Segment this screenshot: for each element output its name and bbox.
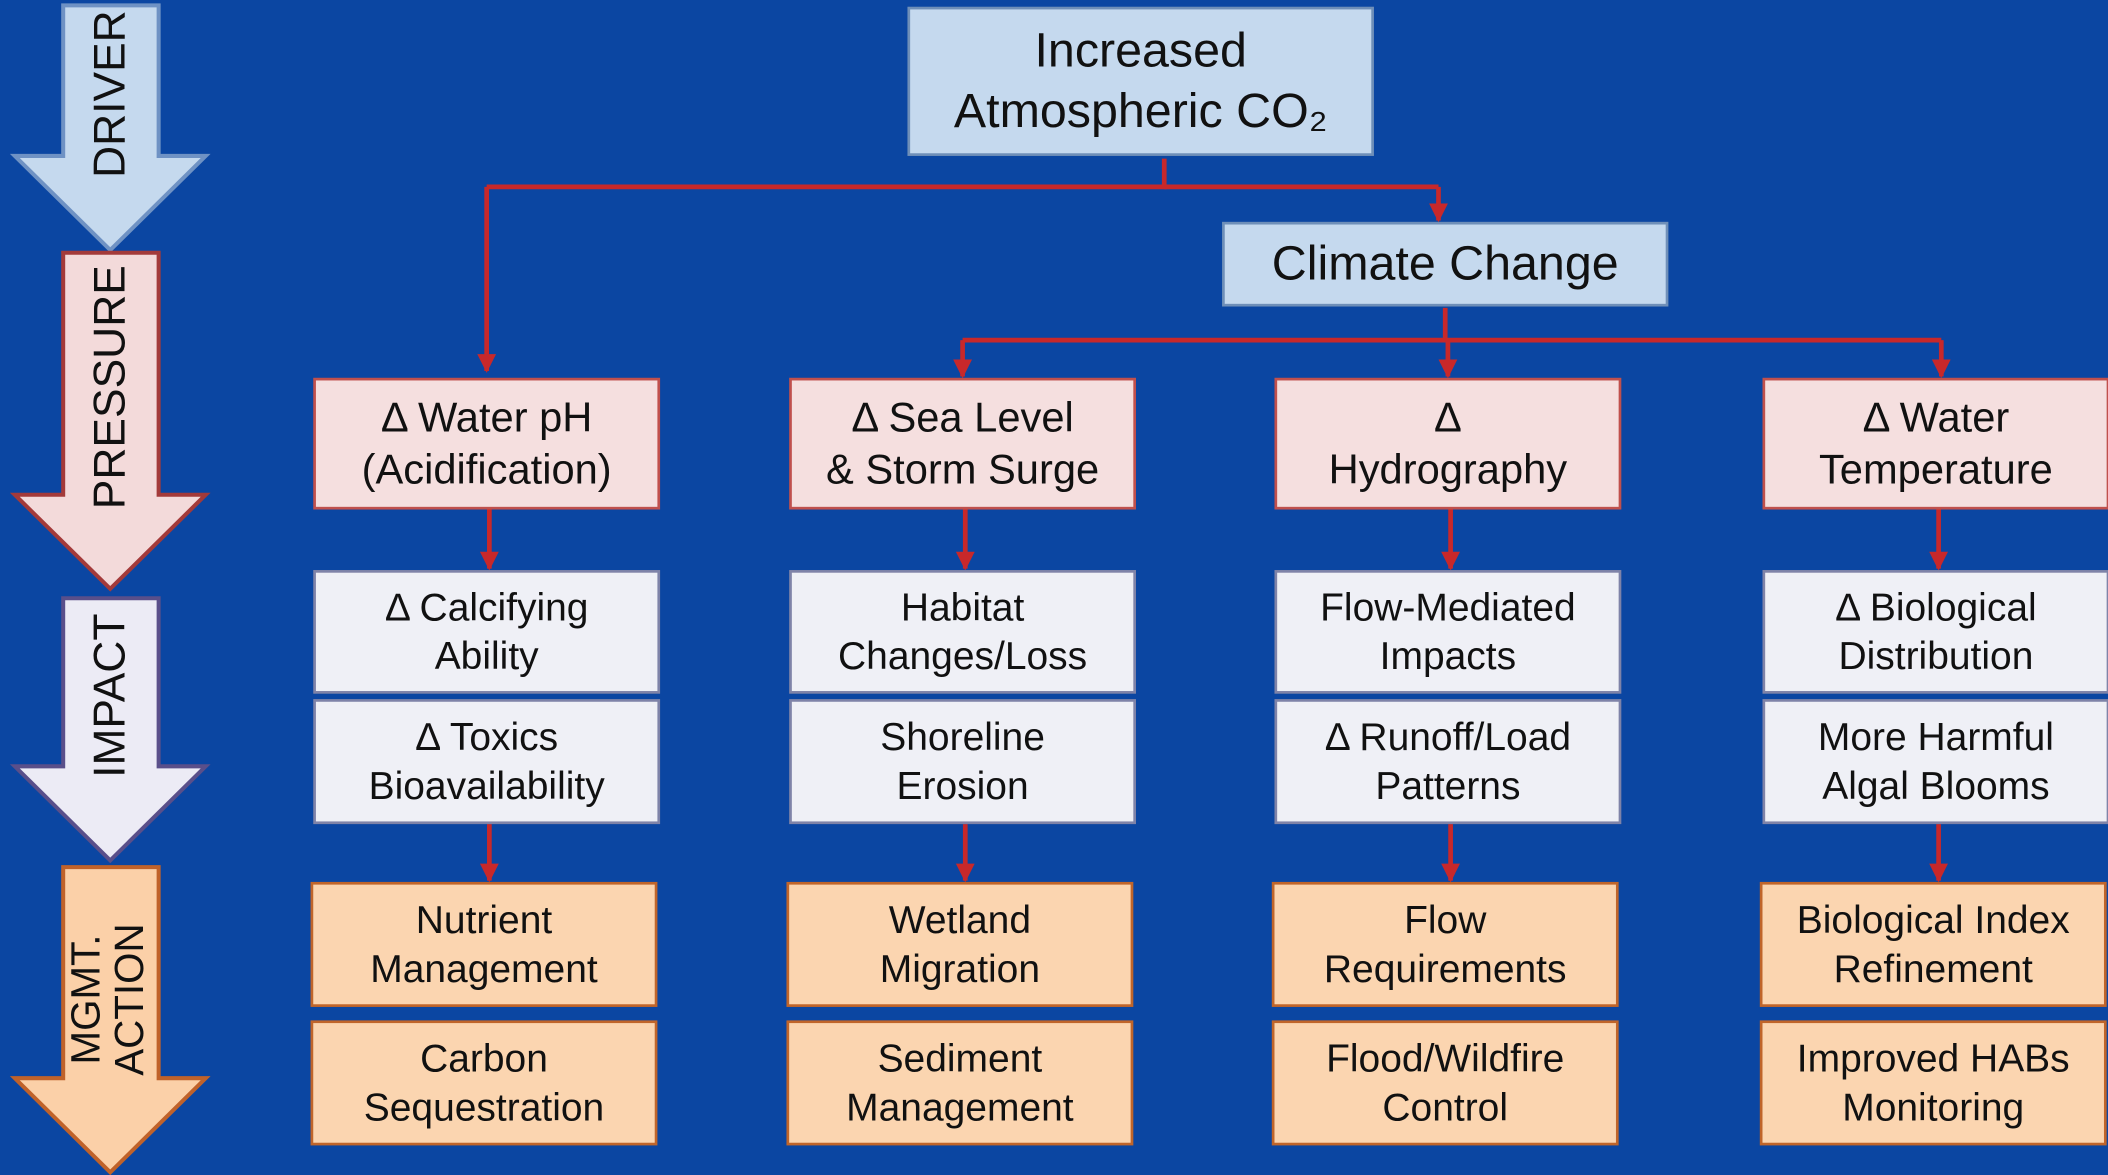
stage-label: DRIVER: [86, 10, 135, 178]
stage-label: IMPACT: [86, 614, 135, 778]
climate-box: [1222, 221, 1669, 307]
climate-box-text: Climate Change: [1272, 237, 1619, 291]
impact-box: [1762, 570, 2108, 694]
impact-box: [313, 699, 661, 825]
driver-box-text: Increased: [1034, 24, 1246, 78]
pressure-box-text: Δ Water pH: [381, 393, 592, 440]
impact-box: [1274, 570, 1622, 694]
impact-box-text: Impacts: [1380, 635, 1516, 678]
impact-box-text: Ability: [435, 635, 539, 678]
action-box-text: Wetland: [889, 899, 1031, 942]
action-box-text: Sediment: [878, 1038, 1043, 1081]
impact-box-text: Algal Blooms: [1822, 765, 2049, 808]
impact-box-text: Δ Toxics: [415, 716, 558, 759]
stage-arrow: [9, 596, 211, 864]
impact-box: [313, 570, 661, 694]
action-box: [786, 1020, 1134, 1146]
action-box: [310, 1020, 658, 1146]
pressure-box-text: Δ: [1434, 393, 1462, 440]
impact-box-text: Distribution: [1838, 635, 2033, 678]
impact-box-text: Shoreline: [880, 716, 1045, 759]
action-box-text: Carbon: [420, 1038, 548, 1081]
action-box-text: Flow: [1404, 899, 1487, 942]
driver-box: [907, 6, 1374, 156]
impact-box-text: Δ Calcifying: [385, 586, 589, 629]
impact-box: [1274, 699, 1622, 825]
driver-box-text: Atmospheric CO₂: [954, 84, 1328, 138]
stage-label-line: MGMT.: [62, 935, 108, 1065]
action-box-text: Flood/Wildfire: [1326, 1038, 1564, 1081]
pressure-box-text: (Acidification): [362, 445, 612, 492]
action-box-text: Sequestration: [364, 1086, 604, 1129]
action-box: [1759, 881, 2107, 1007]
pressure-box: [1274, 377, 1622, 510]
action-box: [1271, 1020, 1619, 1146]
action-box-text: Management: [370, 948, 598, 991]
action-box-text: Monitoring: [1842, 1086, 2024, 1129]
stage-arrow: [9, 3, 211, 253]
impact-box-text: Habitat: [901, 586, 1025, 629]
impact-box-text: Changes/Loss: [838, 635, 1087, 678]
stage-label-line: ACTION: [105, 923, 151, 1075]
impact-box: [789, 570, 1137, 694]
pressure-box-text: Temperature: [1819, 445, 2053, 492]
stage-arrow: [9, 250, 211, 592]
pressure-box-text: Δ Water: [1863, 393, 2010, 440]
action-box: [786, 881, 1134, 1007]
action-box-text: Control: [1382, 1086, 1508, 1129]
impact-box-text: Δ Biological: [1835, 586, 2037, 629]
action-box-text: Management: [846, 1086, 1074, 1129]
pressure-box-text: Hydrography: [1329, 445, 1568, 492]
impact-box-text: Δ Runoff/Load: [1325, 716, 1571, 759]
stage-label: PRESSURE: [86, 265, 135, 509]
pressure-box-text: & Storm Surge: [826, 445, 1099, 492]
action-box: [310, 881, 658, 1007]
impact-box: [1762, 699, 2108, 825]
action-box-text: Nutrient: [416, 899, 553, 942]
impact-box: [789, 699, 1137, 825]
connector: [486, 158, 1167, 190]
pressure-box: [789, 377, 1137, 510]
pressure-box: [313, 377, 661, 510]
action-box-text: Improved HABs: [1797, 1038, 2070, 1081]
impact-box-text: Bioavailability: [369, 765, 606, 808]
action-box-text: Migration: [880, 948, 1040, 991]
action-box-text: Requirements: [1324, 948, 1567, 991]
action-box: [1759, 1020, 2107, 1146]
impact-box-text: Erosion: [897, 765, 1029, 808]
impact-box-text: Flow-Mediated: [1320, 586, 1576, 629]
action-box: [1271, 881, 1619, 1007]
action-box-text: Refinement: [1834, 948, 2033, 991]
stage-label: MGMT.ACTION: [62, 923, 151, 1075]
pressure-box: [1762, 377, 2108, 510]
impact-box-text: Patterns: [1375, 765, 1520, 808]
stage-arrow: [9, 865, 211, 1175]
impact-box-text: More Harmful: [1818, 716, 2054, 759]
pressure-box-text: Δ Sea Level: [851, 393, 1073, 440]
action-box-text: Biological Index: [1797, 899, 2070, 942]
